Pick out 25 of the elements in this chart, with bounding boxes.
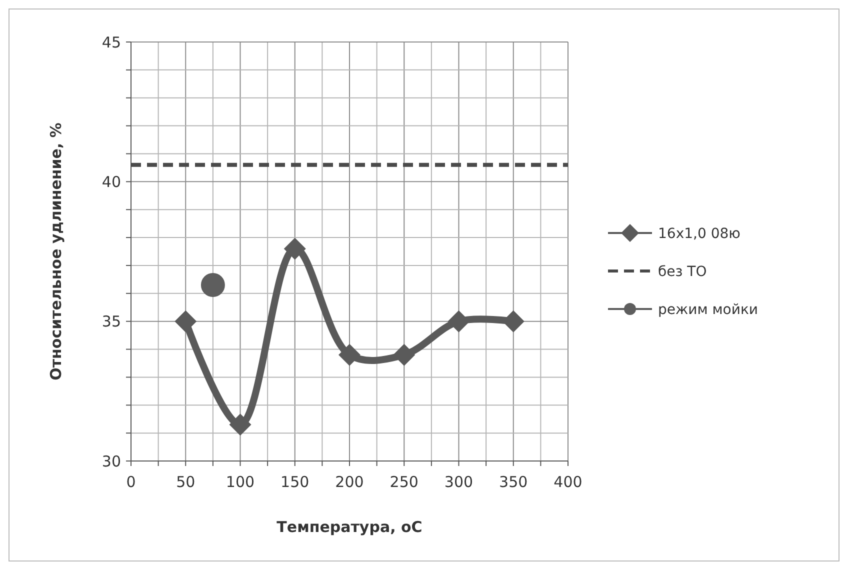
point <box>174 310 197 332</box>
point <box>393 344 416 366</box>
point <box>338 344 360 366</box>
x-tick-label: 400 <box>554 473 582 491</box>
x-tick-label: 50 <box>176 473 196 491</box>
x-tick-label: 150 <box>280 473 310 491</box>
y-tick-label: 35 <box>102 312 121 331</box>
point <box>229 414 252 436</box>
x-tick-label: 100 <box>226 473 255 491</box>
x-tick-label: 250 <box>390 473 418 491</box>
x-tick-label: 0 <box>126 473 136 491</box>
point <box>284 238 306 260</box>
legend-label: режим мойки <box>658 302 758 318</box>
x-tick-label: 300 <box>444 473 474 491</box>
y-tick-label: 30 <box>102 452 121 470</box>
point <box>448 310 470 332</box>
y-tick-label: 40 <box>102 172 121 191</box>
y-axis-title: Относительное удлинение, % <box>47 122 65 380</box>
x-tick-label: 350 <box>499 473 528 491</box>
legend-label: без ТО <box>658 264 707 280</box>
x-tick-label: 200 <box>335 473 364 491</box>
x-axis-title: Температура, оС <box>276 518 422 536</box>
y-tick-label: 45 <box>102 33 121 52</box>
legend-label: 16x1,0 08ю <box>658 226 741 242</box>
point <box>200 273 225 298</box>
